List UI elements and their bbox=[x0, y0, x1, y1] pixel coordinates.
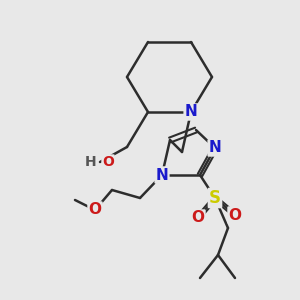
Text: S: S bbox=[209, 189, 221, 207]
Text: O: O bbox=[88, 202, 101, 217]
Text: H: H bbox=[84, 155, 96, 169]
Text: O: O bbox=[102, 155, 114, 169]
Text: O: O bbox=[229, 208, 242, 223]
Text: N: N bbox=[208, 140, 221, 155]
Text: N: N bbox=[184, 104, 197, 119]
Text: O: O bbox=[191, 211, 205, 226]
Text: N: N bbox=[156, 167, 168, 182]
